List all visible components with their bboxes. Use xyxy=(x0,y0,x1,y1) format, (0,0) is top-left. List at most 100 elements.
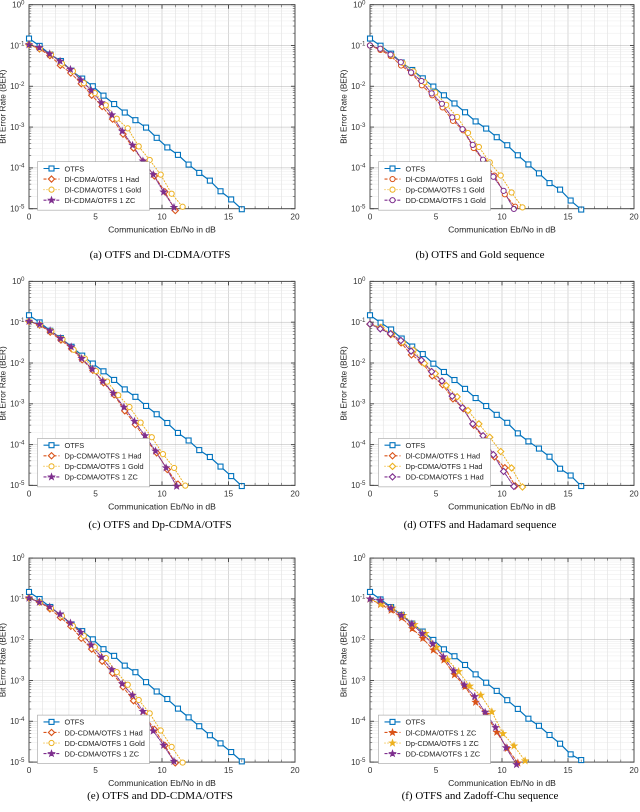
svg-text:Dl-CDMA/OTFS 1 Had: Dl-CDMA/OTFS 1 Had xyxy=(65,175,140,184)
svg-text:15: 15 xyxy=(224,212,234,222)
svg-text:Dp-CDMA/OTFS 1 ZC: Dp-CDMA/OTFS 1 ZC xyxy=(406,739,480,748)
svg-text:20: 20 xyxy=(629,765,639,775)
svg-text:Dp-CDMA/OTFS 1 ZC: Dp-CDMA/OTFS 1 ZC xyxy=(65,472,139,481)
svg-text:Dl-CDMA/OTFS 1 Gold: Dl-CDMA/OTFS 1 Gold xyxy=(406,175,483,184)
svg-text:Dp-CDMA/OTFS 1 Had: Dp-CDMA/OTFS 1 Had xyxy=(65,451,142,460)
svg-text:20: 20 xyxy=(629,488,639,498)
svg-text:10-2: 10-2 xyxy=(351,81,366,92)
svg-text:Bit Error Rate (BER): Bit Error Rate (BER) xyxy=(340,346,349,420)
svg-text:10-4: 10-4 xyxy=(10,439,25,450)
svg-text:100: 100 xyxy=(353,275,366,286)
svg-text:10-3: 10-3 xyxy=(351,675,366,685)
svg-text:20: 20 xyxy=(290,765,300,775)
svg-text:10-2: 10-2 xyxy=(10,81,25,92)
svg-text:DD-CDMA/OTFS 1 ZC: DD-CDMA/OTFS 1 ZC xyxy=(406,750,481,759)
svg-text:OTFS: OTFS xyxy=(406,164,426,173)
svg-text:OTFS: OTFS xyxy=(406,718,426,727)
svg-text:0: 0 xyxy=(27,212,32,222)
svg-text:OTFS: OTFS xyxy=(65,164,85,173)
svg-text:DD-CDMA/OTFS 1 ZC: DD-CDMA/OTFS 1 ZC xyxy=(65,750,140,759)
svg-text:DD-CDMA/OTFS 1 Gold: DD-CDMA/OTFS 1 Gold xyxy=(406,196,486,205)
svg-text:15: 15 xyxy=(563,488,573,498)
svg-text:15: 15 xyxy=(224,765,234,775)
svg-text:Bit Error Rate (BER): Bit Error Rate (BER) xyxy=(340,69,349,143)
svg-text:Dl-CDMA/OTFS 1 ZC: Dl-CDMA/OTFS 1 ZC xyxy=(65,196,137,205)
svg-text:10-1: 10-1 xyxy=(351,316,366,327)
svg-text:10: 10 xyxy=(157,488,167,498)
svg-text:10-3: 10-3 xyxy=(351,121,366,132)
svg-text:5: 5 xyxy=(434,765,439,775)
svg-text:Communication Eb/No in dB: Communication Eb/No in dB xyxy=(448,501,556,511)
svg-text:10-5: 10-5 xyxy=(10,203,25,214)
svg-text:DD-CDMA/OTFS 1 Gold: DD-CDMA/OTFS 1 Gold xyxy=(65,739,145,748)
svg-text:Communication Eb/No in dB: Communication Eb/No in dB xyxy=(108,501,216,511)
svg-text:20: 20 xyxy=(290,488,300,498)
svg-text:DD-CDMA/OTFS 1 Had: DD-CDMA/OTFS 1 Had xyxy=(406,472,484,481)
svg-text:10-1: 10-1 xyxy=(10,594,25,605)
svg-text:10-5: 10-5 xyxy=(10,757,25,768)
svg-text:10-1: 10-1 xyxy=(10,316,25,327)
svg-text:10-2: 10-2 xyxy=(10,357,25,368)
svg-text:10-3: 10-3 xyxy=(351,398,366,409)
svg-text:10: 10 xyxy=(497,488,507,498)
svg-text:20: 20 xyxy=(290,212,300,222)
svg-text:10-2: 10-2 xyxy=(10,634,25,645)
svg-text:OTFS: OTFS xyxy=(406,441,426,450)
svg-text:10: 10 xyxy=(497,765,507,775)
svg-text:100: 100 xyxy=(353,0,366,9)
svg-text:10-4: 10-4 xyxy=(351,439,366,450)
svg-text:Dl-CDMA/OTFS 1 Gold: Dl-CDMA/OTFS 1 Gold xyxy=(65,185,142,194)
svg-text:Bit Error Rate (BER): Bit Error Rate (BER) xyxy=(340,623,349,697)
svg-text:0: 0 xyxy=(368,212,373,222)
svg-text:10-4: 10-4 xyxy=(10,716,25,727)
svg-text:OTFS: OTFS xyxy=(65,718,85,727)
svg-text:10: 10 xyxy=(157,212,167,222)
svg-text:10: 10 xyxy=(497,212,507,222)
svg-text:10-1: 10-1 xyxy=(10,40,25,51)
svg-text:5: 5 xyxy=(434,488,439,498)
svg-text:5: 5 xyxy=(93,488,98,498)
svg-text:10-4: 10-4 xyxy=(351,162,366,173)
svg-text:5: 5 xyxy=(93,765,98,775)
svg-text:15: 15 xyxy=(563,212,573,222)
svg-text:10-3: 10-3 xyxy=(10,121,25,132)
svg-text:Communication Eb/No in dB: Communication Eb/No in dB xyxy=(448,225,556,235)
svg-text:0: 0 xyxy=(27,765,32,775)
svg-text:10-3: 10-3 xyxy=(10,398,25,409)
svg-text:Communication Eb/No in dB: Communication Eb/No in dB xyxy=(108,778,216,788)
svg-text:15: 15 xyxy=(224,488,234,498)
svg-text:Bit Error Rate (BER): Bit Error Rate (BER) xyxy=(0,346,8,420)
svg-text:DD-CDMA/OTFS 1 Had: DD-CDMA/OTFS 1 Had xyxy=(65,729,143,738)
svg-text:10-5: 10-5 xyxy=(351,757,366,768)
svg-text:10-5: 10-5 xyxy=(351,203,366,214)
svg-text:Dp-CDMA/OTFS 1 Gold: Dp-CDMA/OTFS 1 Gold xyxy=(406,185,485,194)
svg-text:Dp-CDMA/OTFS 1 Gold: Dp-CDMA/OTFS 1 Gold xyxy=(65,462,144,471)
svg-text:10-2: 10-2 xyxy=(351,634,366,645)
svg-text:10-5: 10-5 xyxy=(351,479,366,490)
svg-text:10-5: 10-5 xyxy=(10,479,25,490)
svg-text:10-3: 10-3 xyxy=(10,675,25,685)
svg-text:100: 100 xyxy=(12,275,25,286)
svg-text:100: 100 xyxy=(12,553,25,564)
svg-text:10-4: 10-4 xyxy=(10,162,25,173)
svg-text:20: 20 xyxy=(629,212,639,222)
svg-text:10-4: 10-4 xyxy=(351,716,366,727)
svg-text:Dl-CDMA/OTFS 1 ZC: Dl-CDMA/OTFS 1 ZC xyxy=(406,729,478,738)
svg-text:Dp-CDMA/OTFS 1 Had: Dp-CDMA/OTFS 1 Had xyxy=(406,462,483,471)
svg-text:100: 100 xyxy=(353,553,366,564)
svg-text:100: 100 xyxy=(12,0,25,9)
svg-text:Bit Error Rate (BER): Bit Error Rate (BER) xyxy=(0,69,8,143)
svg-text:0: 0 xyxy=(368,765,373,775)
svg-text:10-1: 10-1 xyxy=(351,594,366,605)
svg-text:0: 0 xyxy=(368,488,373,498)
svg-text:Communication Eb/No in dB: Communication Eb/No in dB xyxy=(448,778,556,788)
svg-text:Bit Error Rate (BER): Bit Error Rate (BER) xyxy=(0,623,8,697)
svg-text:15: 15 xyxy=(563,765,573,775)
svg-text:0: 0 xyxy=(27,488,32,498)
svg-text:5: 5 xyxy=(93,212,98,222)
svg-text:10-2: 10-2 xyxy=(351,357,366,368)
svg-text:Communication Eb/No in dB: Communication Eb/No in dB xyxy=(108,225,216,235)
svg-text:10-1: 10-1 xyxy=(351,40,366,51)
svg-text:OTFS: OTFS xyxy=(65,441,85,450)
svg-text:10: 10 xyxy=(157,765,167,775)
